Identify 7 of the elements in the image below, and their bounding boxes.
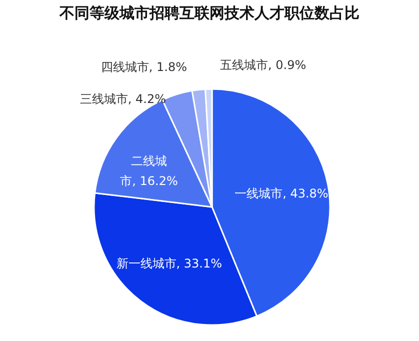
slice-label: 三线城市, 4.2% bbox=[80, 92, 166, 106]
slice-label: 四线城市, 1.8% bbox=[100, 60, 187, 74]
chart-title: 不同等级城市招聘互联网技术人才职位数占比 bbox=[58, 4, 360, 22]
slice-label: 五线城市, 0.9% bbox=[220, 58, 306, 72]
slice-label: 新一线城市, 33.1% bbox=[116, 256, 222, 270]
slice-label: 一线城市, 43.8% bbox=[234, 186, 328, 200]
slice-label: 二线城市, 16.2% bbox=[120, 154, 178, 188]
